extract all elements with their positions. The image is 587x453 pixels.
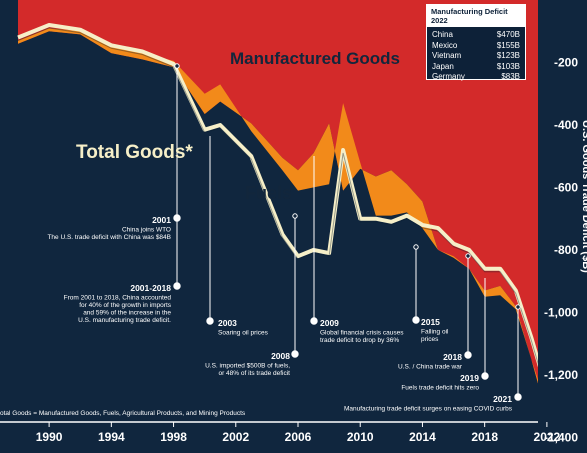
annotation-text: The U.S. trade deficit with China was $8… [47, 234, 171, 241]
deficit-row: Mexico $155B [427, 41, 525, 52]
total-goods-shadow [17, 27, 563, 416]
annotation-line-2018-dot [465, 253, 471, 259]
annotation-text: U.S. imported $500B of fuels, [205, 363, 290, 370]
deficit-row: Germany $83B [427, 72, 525, 83]
annotation-year-2001: 2001 [152, 215, 171, 225]
y-tick-label: -200 [554, 55, 578, 69]
y-tick-label: -800 [554, 243, 578, 257]
annotation-line-2001-2018-dot [173, 282, 181, 290]
deficit-value: $123B [496, 51, 520, 60]
deficit-row: Japan $103B [427, 62, 525, 73]
x-tick-label: 2010 [347, 430, 374, 444]
y-axis-title: U.S. Goods Trade Deficit ($B) [580, 120, 587, 273]
annotation-text: or 48% of its trade deficit [218, 370, 290, 377]
annotation-text: Global financial crisis causes [320, 330, 404, 337]
annotation-year-2015: 2015 [421, 317, 440, 327]
footnote: otal Goods = Manufactured Goods, Fuels, … [0, 410, 246, 417]
deficit-row: China $470B [427, 30, 525, 41]
total-goods-line [17, 23, 565, 414]
total-goods-label: Total Goods* [76, 142, 193, 163]
x-tick-label: 1990 [36, 430, 63, 444]
x-tick-label: 2022 [534, 430, 561, 444]
annotation-line-2003-dot [206, 317, 214, 325]
x-tick-label: 2006 [285, 430, 312, 444]
manufacturing-deficit-table: Manufacturing Deficit 2022 China $470B Mex… [426, 4, 526, 83]
deficit-country: China [432, 30, 453, 39]
annotation-year-2001-2018: 2001-2018 [130, 283, 171, 293]
annotation-text: prices [421, 336, 439, 343]
annotation-text: Soaring oil prices [218, 330, 269, 337]
y-tick-label: -1,400 [544, 430, 578, 444]
annotation-line-2018-dot [464, 351, 472, 359]
x-tick-label: 2014 [409, 430, 436, 444]
y-tick-label: -1,000 [544, 305, 578, 319]
x-tick-label: 1994 [98, 430, 125, 444]
annotation-text: China joins WTO [122, 227, 171, 234]
deficit-country: Vietnam [432, 51, 462, 60]
deficit-row: Vietnam $123B [427, 51, 525, 62]
annotation-text: Fuels trade deficit hits zero [401, 385, 479, 392]
annotation-text: U.S. manufacturing trade deficit. [78, 317, 171, 324]
annotation-year-2021: 2021 [493, 394, 512, 404]
annotation-line-2008-dot [292, 213, 298, 219]
x-tick-label: 2002 [222, 430, 249, 444]
y-tick-label: -1,200 [544, 368, 578, 382]
annotation-year-2008: 2008 [271, 351, 290, 361]
deficit-value: $155B [496, 40, 520, 50]
deficit-value: $470B [496, 30, 520, 39]
annotation-text: for 40% of the growth in imports [79, 302, 172, 309]
annotation-line-2009-dot [310, 317, 318, 325]
annotation-text: Manufacturing trade deficit surges on ea… [344, 406, 513, 413]
x-tick-label: 1998 [160, 430, 187, 444]
annotation-line-2019-dot [481, 372, 489, 380]
annotation-line-2021-dot [514, 393, 522, 401]
annotation-line-2015-dot [413, 244, 419, 250]
annotation-text: trade deficit to drop by 36% [320, 337, 399, 344]
deficit-value: $83B [501, 72, 520, 81]
annotation-text: Falling oil [421, 329, 449, 336]
deficit-value: $103B [496, 61, 520, 71]
deficit-country: Japan [432, 61, 454, 71]
manufactured-goods-label: Manufactured Goods [230, 49, 400, 68]
x-tick-label: 2018 [471, 430, 498, 444]
manufactured-goods-area [18, 0, 563, 438]
x-axis-band [0, 422, 587, 453]
deficit-country: Mexico [432, 40, 458, 50]
annotation-line-2021-dot [515, 304, 521, 310]
annotation-year-2009: 2009 [320, 318, 339, 328]
annotation-year-2003: 2003 [218, 318, 237, 328]
y-axis-band [538, 0, 587, 453]
y-tick-label: -400 [554, 118, 578, 132]
annotation-line-2008-dot [291, 350, 299, 358]
deficit-country: Germany [432, 72, 465, 81]
fuels-label: Fuels [245, 183, 292, 203]
annotation-year-2019: 2019 [460, 373, 479, 383]
annotation-text: From 2001 to 2018, China accounted [64, 295, 172, 302]
annotation-year-2018: 2018 [443, 352, 462, 362]
annotation-line-2015-dot [412, 316, 420, 324]
annotation-text: U.S. / China trade war [398, 364, 463, 371]
annotation-line-2001-dot [174, 63, 180, 69]
deficit-table-title: Manufacturing Deficit 2022 [427, 5, 525, 27]
y-tick-label: -600 [554, 180, 578, 194]
annotation-text: and 59% of the increase in the [83, 310, 171, 317]
